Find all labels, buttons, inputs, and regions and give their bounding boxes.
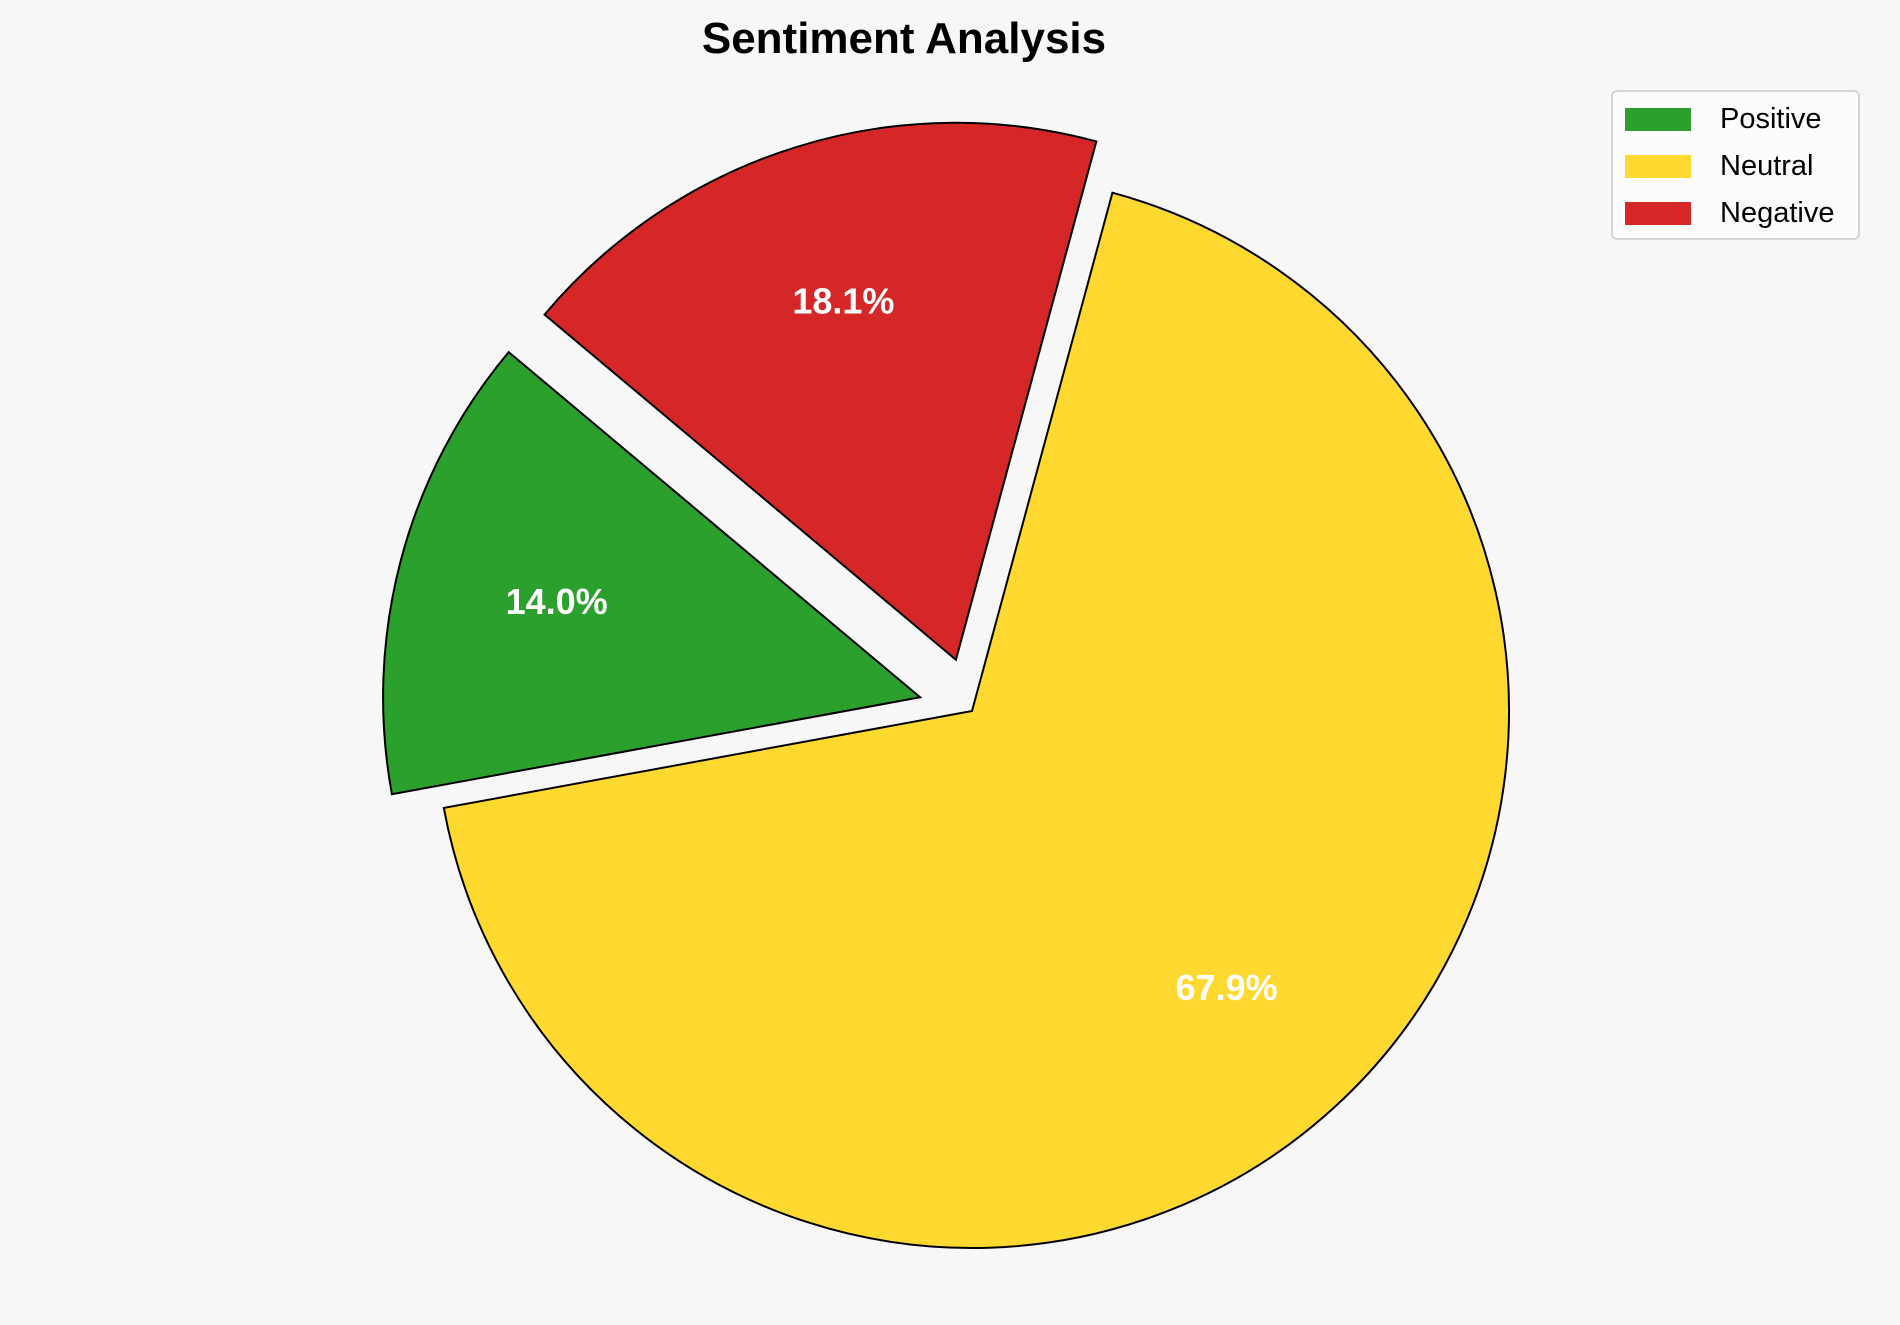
legend-item-positive: Positive bbox=[1625, 102, 1822, 135]
legend-label-positive: Positive bbox=[1720, 102, 1822, 135]
legend-item-neutral: Neutral bbox=[1625, 149, 1814, 182]
pie-label-neutral: 67.9% bbox=[1175, 967, 1277, 1008]
pie-slice-positive bbox=[382, 350, 923, 796]
legend-swatch-positive bbox=[1625, 107, 1691, 131]
pie-slice-negative bbox=[543, 121, 1098, 662]
legend: Positive Neutral Negative bbox=[1611, 90, 1860, 240]
pie-slice-neutral bbox=[442, 191, 1510, 1249]
legend-swatch-negative bbox=[1625, 201, 1691, 225]
pie-label-positive: 14.0% bbox=[506, 581, 608, 622]
legend-item-negative: Negative bbox=[1625, 196, 1835, 229]
legend-swatch-neutral bbox=[1625, 154, 1691, 178]
legend-label-negative: Negative bbox=[1720, 196, 1835, 229]
pie-label-negative: 18.1% bbox=[792, 281, 894, 322]
chart-title: Sentiment Analysis bbox=[701, 14, 1107, 63]
legend-label-neutral: Neutral bbox=[1720, 149, 1814, 182]
